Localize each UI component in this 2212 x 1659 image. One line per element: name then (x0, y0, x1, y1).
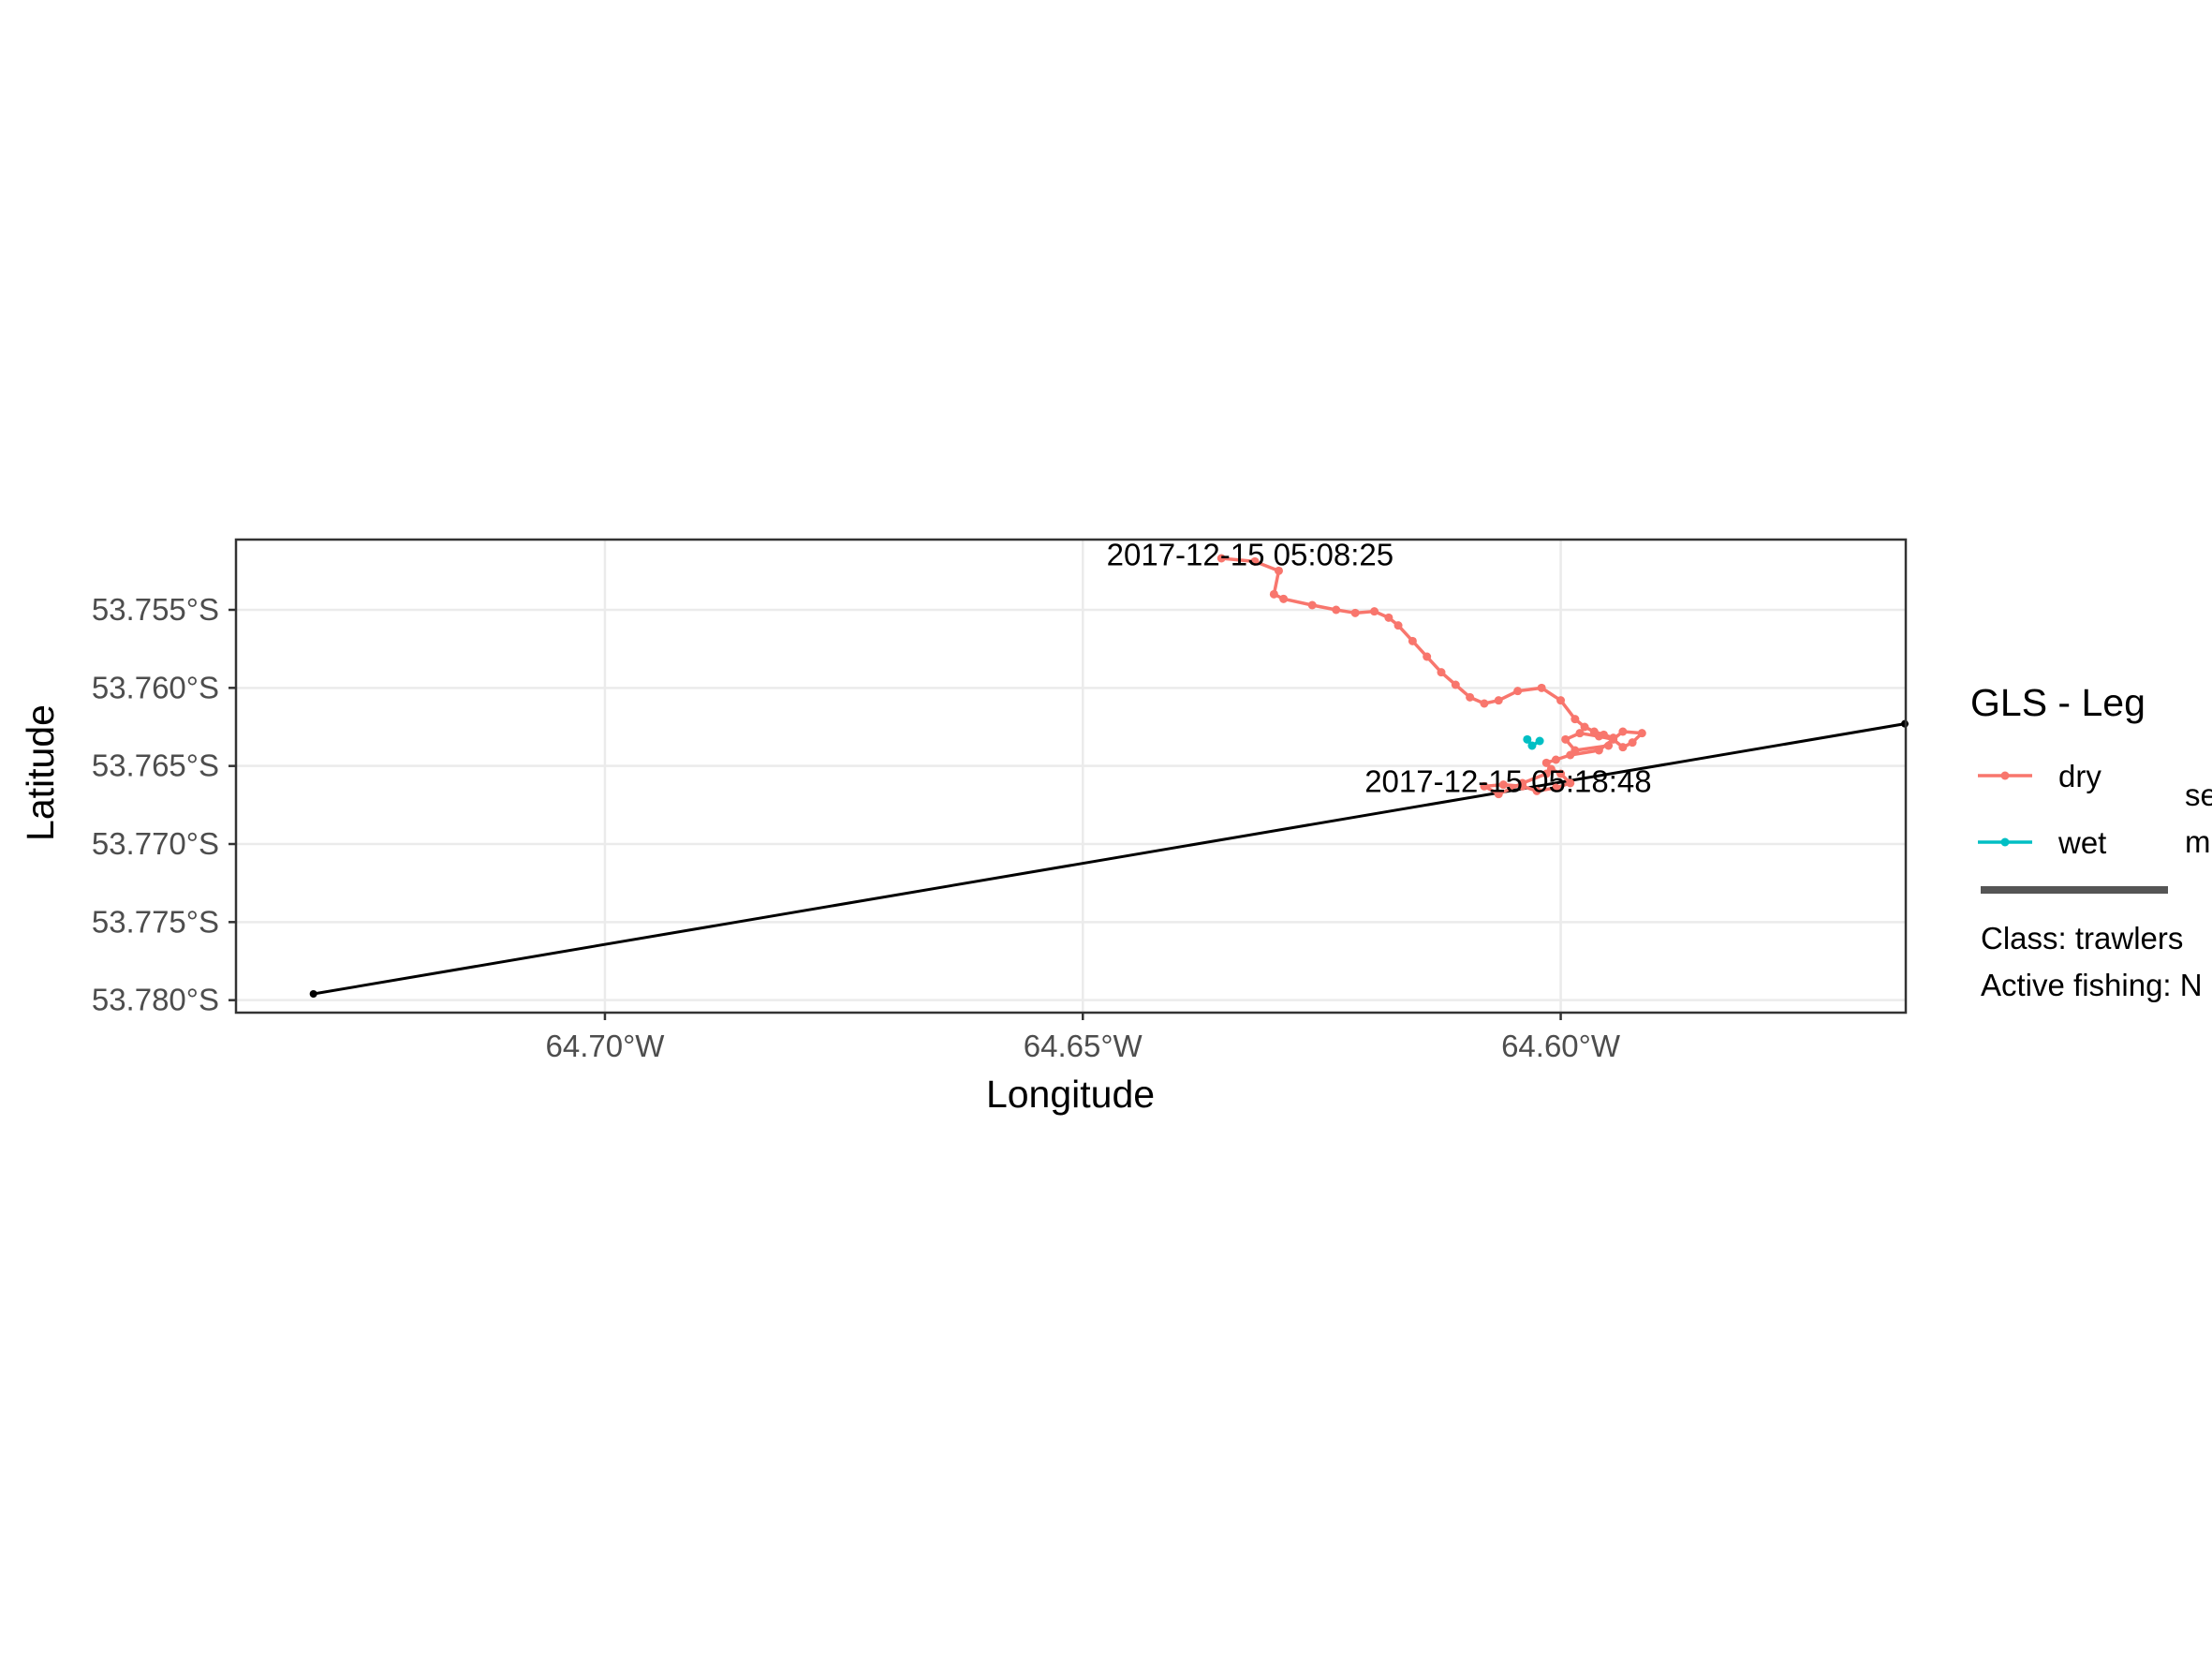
series-dry-point (1532, 786, 1541, 795)
info-partial-line-1: se (2185, 778, 2212, 812)
series-dry-point (1628, 738, 1637, 748)
legend: GLS - Leg dry wet (1967, 681, 2182, 881)
series-dry-point (1571, 715, 1580, 724)
series-dry-point (1332, 605, 1341, 615)
x-tick-label: 64.60°W (1501, 1029, 1621, 1063)
series-connector-point (309, 990, 317, 998)
series-dry-point (1217, 554, 1226, 563)
series-dry-point (1250, 556, 1260, 566)
series-dry-point (1394, 621, 1403, 630)
series-dry-point (1480, 781, 1489, 791)
series-dry-point (1384, 613, 1394, 622)
series-dry-point (1566, 778, 1575, 788)
series-dry-point (1451, 680, 1460, 689)
series-dry-group (1217, 554, 1646, 799)
series-dry-point (1541, 758, 1551, 767)
series-dry-point (1556, 769, 1566, 778)
legend-entry-dry: dry (1978, 759, 2101, 793)
info-fishing-line: Active fishing: N (1981, 968, 2203, 1002)
series-connector-line (313, 722, 1906, 996)
series-dry-point (1618, 743, 1628, 752)
info-clipped-line (1981, 886, 2168, 894)
y-tick-label: 53.775°S (92, 904, 219, 939)
series-wet-group (1523, 734, 1544, 750)
x-tick-label: 64.70°W (545, 1029, 665, 1063)
series-dry-point (1566, 750, 1575, 760)
series-dry-point (1307, 600, 1317, 610)
legend-background (1967, 740, 2182, 881)
annotation-timestamp-2: 2017-12-15 05:18:48 (1364, 763, 1651, 798)
legend-key-dry-point (2000, 771, 2010, 780)
y-tick-label: 53.755°S (92, 592, 219, 627)
series-dry-point (1618, 727, 1628, 736)
legend-label-wet: wet (2057, 825, 2106, 860)
info-class-line: Class: trawlers (1981, 921, 2183, 955)
series-dry-point (1370, 607, 1379, 616)
info-text-block: se m Class: trawlers Active fishing: N (1981, 778, 2212, 1002)
series-dry-point (1350, 608, 1360, 617)
series-dry-point (1494, 790, 1503, 799)
info-partial-line-2: m (2185, 824, 2211, 859)
x-axis-ticks: 64.70°W 64.65°W 64.60°W (545, 1013, 1621, 1063)
series-dry-point (1513, 687, 1523, 696)
series-dry-point (1494, 696, 1503, 705)
series-dry-point (1637, 729, 1646, 738)
series-dry-point (1408, 636, 1417, 645)
series-wet-point (1527, 741, 1537, 750)
legend-title: GLS - Leg (1970, 681, 2146, 724)
series-dry-point (1518, 778, 1527, 788)
series-dry-point (1466, 692, 1475, 702)
series-dry-point (1274, 566, 1283, 575)
y-tick-label: 53.760°S (92, 670, 219, 704)
series-dry-point (1580, 722, 1589, 732)
annotation-timestamp-1: 2017-12-15 05:08:25 (1107, 538, 1394, 572)
series-dry-point (1609, 734, 1618, 744)
series-dry-point (1480, 699, 1489, 708)
annotation-layer: 2017-12-15 05:08:25 2017-12-15 05:18:48 (1107, 538, 1652, 799)
series-dry-point (1279, 594, 1289, 603)
series-dry-point (1561, 734, 1571, 744)
y-axis-ticks: 53.755°S 53.760°S 53.765°S 53.770°S 53.775°S… (92, 592, 236, 1017)
series-dry-point (1604, 741, 1614, 750)
y-tick-label: 53.770°S (92, 826, 219, 861)
series-dry-point (1269, 589, 1278, 599)
plot-panel-border (234, 538, 1908, 1015)
y-axis-title: Latitude (19, 704, 62, 841)
y-tick-label: 53.780°S (92, 983, 219, 1017)
series-dry-point (1575, 729, 1585, 738)
series-dry-point (1541, 769, 1551, 778)
series-dry-point (1551, 783, 1560, 792)
y-tick-label: 53.765°S (92, 748, 219, 783)
series-dry-point (1594, 732, 1603, 741)
x-axis-title: Longitude (986, 1073, 1155, 1116)
series-dry-point (1594, 746, 1603, 755)
x-tick-label: 64.65°W (1024, 1029, 1143, 1063)
series-dry-point (1498, 780, 1508, 790)
legend-label-dry: dry (2058, 759, 2101, 793)
legend-key-wet-point (2000, 837, 2010, 847)
series-wet-point (1523, 734, 1532, 744)
series-dry-point (1423, 652, 1432, 661)
series-dry-point (1437, 668, 1446, 677)
series-dry-point (1537, 683, 1546, 692)
series-wet-point (1535, 736, 1544, 746)
series-dry-point (1551, 755, 1560, 764)
series-dry-point (1556, 696, 1566, 705)
legend-entry-wet: wet (1978, 825, 2106, 860)
grid-lines (236, 540, 1906, 1013)
